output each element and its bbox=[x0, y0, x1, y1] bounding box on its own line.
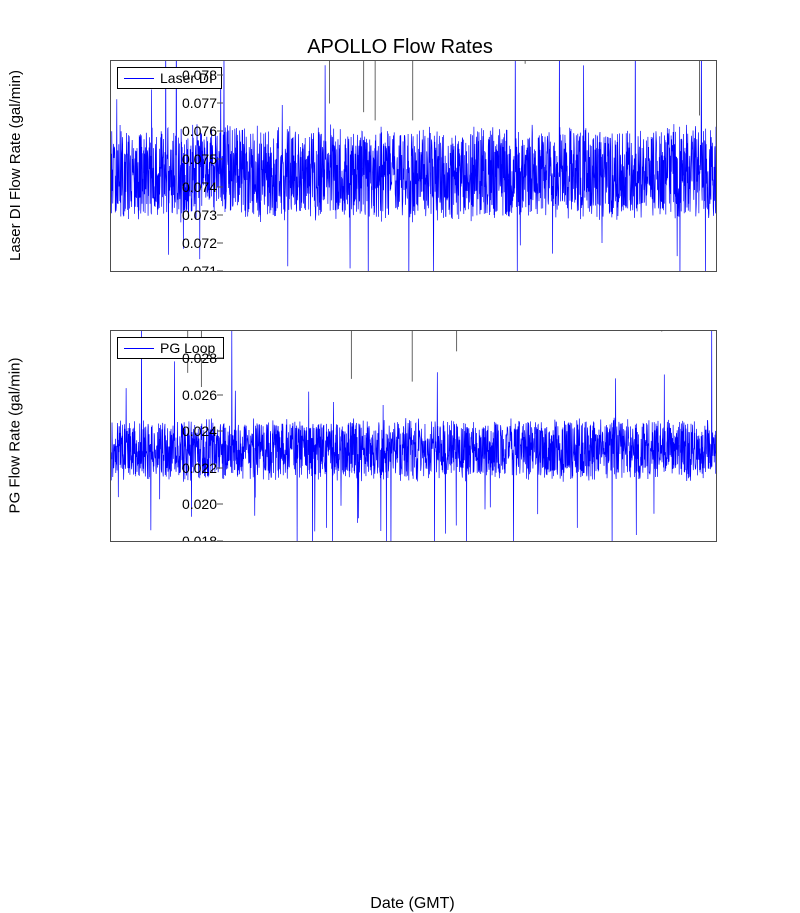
ytick-label: 0.075 bbox=[149, 151, 217, 167]
ytick-mark bbox=[217, 215, 223, 216]
ytick-mark bbox=[217, 187, 223, 188]
ytick-label: 0.020 bbox=[149, 496, 217, 512]
ytick-label: 0.074 bbox=[149, 179, 217, 195]
ytick-label: 0.024 bbox=[149, 423, 217, 439]
apollo-flow-rates-window: APOLLO Flow Rates Laser DI Flow Rate (ga… bbox=[0, 0, 800, 600]
xtick-mark bbox=[696, 60, 697, 61]
ytick-label: 0.028 bbox=[149, 350, 217, 366]
ytick-label: 0.071 bbox=[149, 263, 217, 272]
ytick-label: 0.018 bbox=[149, 533, 217, 542]
xtick-mark bbox=[587, 330, 588, 331]
ytick-mark bbox=[217, 271, 223, 272]
ytick-mark bbox=[217, 541, 223, 542]
ytick-mark bbox=[217, 504, 223, 505]
xtick-mark bbox=[299, 330, 300, 331]
ytick-label: 0.076 bbox=[149, 123, 217, 139]
ytick-label: 0.077 bbox=[149, 95, 217, 111]
ytick-label: 0.026 bbox=[149, 387, 217, 403]
top-chart-container: Laser DI Flow Rate (gal/min) Laser DI 0.… bbox=[0, 60, 800, 270]
xtick-mark bbox=[443, 60, 444, 61]
ytick-label: 0.073 bbox=[149, 207, 217, 223]
ytick-mark bbox=[217, 243, 223, 244]
xtick-mark bbox=[155, 60, 156, 61]
ytick-label: 0.072 bbox=[149, 235, 217, 251]
top-ylabel: Laser DI Flow Rate (gal/min) bbox=[0, 60, 30, 270]
xtick-mark bbox=[443, 330, 444, 331]
ytick-mark bbox=[217, 358, 223, 359]
xaxis-caption: Date (GMT) bbox=[110, 895, 715, 913]
bottom-plot-area[interactable]: PG Loop 0.0180.0200.0220.0240.0260.028 1… bbox=[110, 330, 717, 542]
ytick-label: 0.078 bbox=[149, 67, 217, 83]
chart-title: APOLLO Flow Rates bbox=[0, 36, 800, 59]
xtick-mark bbox=[299, 60, 300, 61]
ytick-label: 0.022 bbox=[149, 460, 217, 476]
ytick-mark bbox=[217, 467, 223, 468]
xtick-mark bbox=[155, 330, 156, 331]
bottom-chart-container: PG Flow Rate (gal/min) PG Loop 0.018 0.02… bbox=[0, 330, 800, 540]
ytick-mark bbox=[217, 394, 223, 395]
bottom-ylabel: PG Flow Rate (gal/min) bbox=[0, 330, 30, 540]
ytick-mark bbox=[217, 131, 223, 132]
top-plot-area[interactable]: Laser DI 0.071 0.072 0.073 0.074 0.075 0.076 0… bbox=[110, 60, 717, 272]
ytick-mark bbox=[217, 159, 223, 160]
bottom-legend-swatch bbox=[124, 348, 154, 349]
ytick-mark bbox=[217, 75, 223, 76]
ytick-mark bbox=[217, 103, 223, 104]
xtick-mark bbox=[587, 60, 588, 61]
ytick-mark bbox=[217, 431, 223, 432]
xtick-mark bbox=[696, 330, 697, 331]
